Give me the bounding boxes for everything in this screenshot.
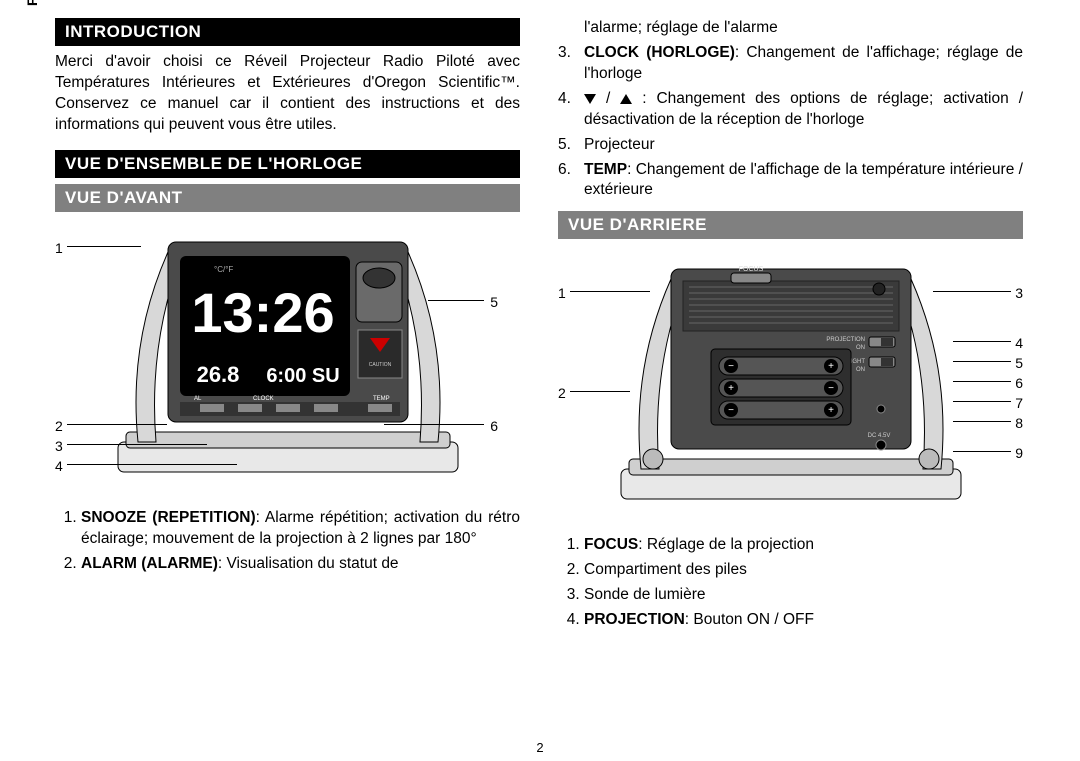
cont-item-5: 5. Projecteur xyxy=(558,135,1023,156)
back-legend-3: Sonde de lumière xyxy=(584,585,1023,606)
back-legend-4: PROJECTION: Bouton ON / OFF xyxy=(584,610,1023,631)
page-number: 2 xyxy=(536,740,543,755)
svg-text:−: − xyxy=(728,361,734,372)
cont-item-6: 6. TEMP: Changement de l'affichage de la… xyxy=(558,160,1023,202)
clock-front-illustration: 13:26 26.8 6:00 SU °C/°F CAUTION xyxy=(108,222,468,482)
heading-overview: VUE D'ENSEMBLE DE L'HORLOGE xyxy=(55,150,520,178)
language-tab: FR xyxy=(24,0,40,6)
front-callout-1: 1 xyxy=(55,240,63,256)
svg-text:ON: ON xyxy=(856,367,865,373)
back-callout-1: 1 xyxy=(558,285,566,301)
cont-item-3: 3. CLOCK (HORLOGE): Changement de l'affi… xyxy=(558,43,1023,85)
svg-text:DC 4.5V: DC 4.5V xyxy=(867,433,890,439)
svg-text:6:00 SU: 6:00 SU xyxy=(266,365,339,387)
front-callout-3: 3 xyxy=(55,438,63,454)
svg-text:ON: ON xyxy=(856,345,865,351)
cont-line-alarm: l'alarme; réglage de l'alarme xyxy=(558,18,1023,39)
svg-text:TEMP: TEMP xyxy=(373,396,390,402)
back-callout-9: 9 xyxy=(1015,445,1023,461)
heading-introduction: INTRODUCTION xyxy=(55,18,520,46)
back-callout-6: 6 xyxy=(1015,375,1023,391)
back-callout-4: 4 xyxy=(1015,335,1023,351)
svg-text:AL: AL xyxy=(194,396,202,402)
triangle-up-icon xyxy=(620,94,632,104)
front-legend-1: SNOOZE (REPETITION): Alarme répétition; … xyxy=(81,508,520,550)
svg-text:+: + xyxy=(828,405,834,416)
figure-front-view: 1 2 3 4 5 6 xyxy=(55,222,520,502)
left-column: INTRODUCTION Merci d'avoir choisi ce Rév… xyxy=(55,18,520,635)
front-callout-4: 4 xyxy=(55,458,63,474)
back-callout-2: 2 xyxy=(558,385,566,401)
back-callout-5: 5 xyxy=(1015,355,1023,371)
svg-text:+: + xyxy=(828,361,834,372)
front-callout-6: 6 xyxy=(490,418,498,434)
figure-back-view: 1 2 3 4 5 6 7 8 9 xyxy=(558,249,1023,529)
svg-text:CAUTION: CAUTION xyxy=(368,362,391,368)
svg-text:°C/°F: °C/°F xyxy=(214,265,233,274)
cont-item-4: 4. / : Changement des options de réglage… xyxy=(558,89,1023,131)
back-callout-8: 8 xyxy=(1015,415,1023,431)
heading-back-view: VUE D'ARRIERE xyxy=(558,211,1023,239)
back-legend-1: FOCUS: Réglage de la projection xyxy=(584,535,1023,556)
front-callout-2: 2 xyxy=(55,418,63,434)
svg-text:FOCUS: FOCUS xyxy=(738,266,763,273)
svg-text:13:26: 13:26 xyxy=(191,281,334,344)
svg-text:CLOCK: CLOCK xyxy=(253,396,274,402)
back-legend: FOCUS: Réglage de la projection Comparti… xyxy=(558,535,1023,631)
back-legend-2: Compartiment des piles xyxy=(584,560,1023,581)
front-legend: SNOOZE (REPETITION): Alarme répétition; … xyxy=(55,508,520,575)
heading-front-view: VUE D'AVANT xyxy=(55,184,520,212)
svg-text:26.8: 26.8 xyxy=(196,362,239,387)
triangle-down-icon xyxy=(584,94,596,104)
right-column: l'alarme; réglage de l'alarme 3. CLOCK (… xyxy=(558,18,1023,635)
intro-body: Merci d'avoir choisi ce Réveil Projecteu… xyxy=(55,52,520,136)
svg-text:PROJECTION: PROJECTION xyxy=(826,337,865,343)
svg-text:+: + xyxy=(728,383,734,394)
front-legend-2: ALARM (ALARME): Visualisation du statut … xyxy=(81,554,520,575)
back-callout-3: 3 xyxy=(1015,285,1023,301)
front-callout-5: 5 xyxy=(490,294,498,310)
back-callout-7: 7 xyxy=(1015,395,1023,411)
clock-back-illustration: FOCUS PROJECTION ON LIGHT ON − + xyxy=(611,249,971,509)
svg-text:−: − xyxy=(828,383,834,394)
svg-text:−: − xyxy=(728,405,734,416)
